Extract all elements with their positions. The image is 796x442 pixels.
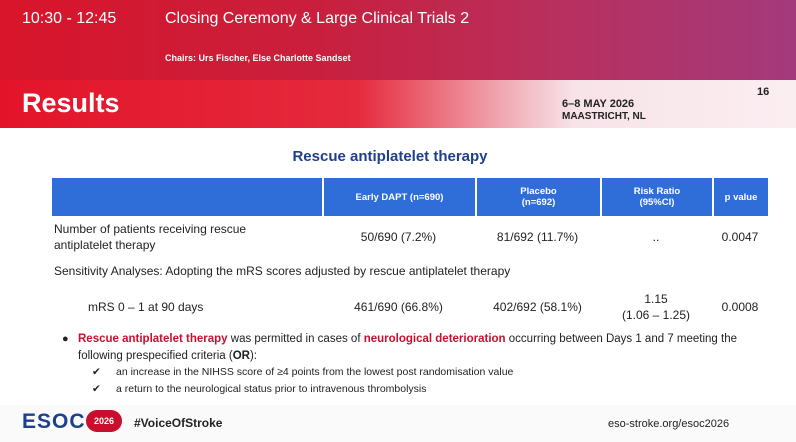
text: was permitted in cases of [227,333,364,345]
text: ): [249,350,257,362]
cell: 0.0047 [721,230,759,244]
header-line: p value [724,191,758,203]
emphasis: neurological deterioration [363,333,506,345]
hashtag: #VoiceOfStroke [134,416,223,430]
criterion: an increase in the NIHSS score of ≥4 poi… [116,366,514,378]
cell: 1.15 [644,292,668,306]
cell: (1.06 – 1.25) [621,308,691,322]
table-header [52,178,768,216]
header-line: Risk Ratio [633,186,681,197]
text: occurring between Days 1 and 7 meeting t… [78,333,737,362]
row-label: mRS 0 – 1 at 90 days [88,300,204,314]
bullet: ● [62,333,69,345]
column-header: Early DAPT (n=690) [322,178,475,216]
header-line: (95%CI) [639,197,675,208]
check-icon: ✔ [92,383,101,395]
cell: 81/692 (11.7%) [496,230,579,244]
header-line: Placebo [520,186,557,197]
emphasis: OR [232,350,250,362]
bullet-text: Rescue antiplatelet therapy was permitte… [78,331,768,365]
check-icon: ✔ [92,366,101,378]
row-label: antiplatelet therapy [54,238,156,252]
chairs: Chairs: Urs Fischer, Else Charlotte Sand… [165,53,351,63]
header-line: (n=692) [521,197,556,208]
column-header: Placebo (n=692) [475,178,600,216]
column-header: p value [712,178,768,216]
banner-title: Results [22,88,120,118]
slide-number: 16 [757,86,770,98]
cell: 461/690 (66.8%) [354,300,443,314]
banner [0,80,796,128]
cell: 50/690 (7.2%) [360,230,437,244]
header-line: Early DAPT (n=690) [355,191,444,203]
time: 10:30 - 12:45 [22,10,117,27]
logo: ESOC [22,410,86,433]
location: MAASTRICHT, NL [562,111,646,122]
criterion: a return to the neurological status prio… [116,383,427,395]
cell: .. [652,230,660,244]
emphasis: Rescue antiplatelet therapy [78,333,228,345]
logo-badge: 2026 [86,410,122,432]
cell: 0.0008 [721,300,759,314]
row-label: Number of patients receiving rescue [54,222,247,236]
header-band [0,0,796,80]
section-label: Sensitivity Analyses: Adopting the mRS s… [54,264,511,278]
column-header: Risk Ratio (95%CI) [600,178,712,216]
subtitle: Rescue antiplatelet therapy [292,148,488,165]
cell: 402/692 (58.1%) [493,300,582,314]
url: eso-stroke.org/esoc2026 [608,418,730,430]
footer [0,405,796,442]
session-title: Closing Ceremony & Large Clinical Trials… [165,10,470,27]
dates: 6–8 MAY 2026 [562,98,635,110]
